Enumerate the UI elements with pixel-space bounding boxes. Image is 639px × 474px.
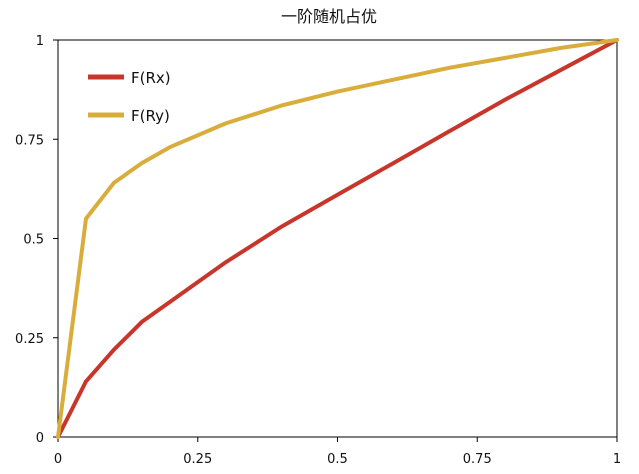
series-line-f-ry bbox=[56, 38, 619, 439]
axes bbox=[57, 39, 618, 438]
series-layer bbox=[56, 38, 619, 439]
chart-title: 一阶随机占优 bbox=[281, 7, 377, 26]
y-tick-label: 0.75 bbox=[15, 133, 44, 148]
y-tick-label: 0.25 bbox=[15, 332, 44, 347]
x-tick-label: 0.5 bbox=[327, 452, 348, 467]
y-tick-label: 1 bbox=[36, 34, 44, 49]
x-ticks: 0 0.25 0.5 0.75 1 bbox=[54, 437, 621, 467]
x-tick-label: 1 bbox=[613, 452, 621, 467]
y-tick-label: 0.5 bbox=[23, 233, 44, 248]
series-line-f-rx bbox=[56, 38, 619, 439]
plot-frame bbox=[57, 39, 618, 438]
x-tick-label: 0.75 bbox=[463, 452, 492, 467]
legend-label-f-rx: F(Rx) bbox=[131, 69, 171, 87]
legend-label-f-ry: F(Ry) bbox=[131, 107, 170, 125]
legend: F(Rx) F(Ry) bbox=[88, 69, 171, 125]
y-tick-label: 0 bbox=[36, 431, 44, 446]
y-ticks: 0 0.25 0.5 0.75 1 bbox=[15, 34, 58, 446]
x-tick-label: 0.25 bbox=[183, 452, 212, 467]
x-tick-label: 0 bbox=[54, 452, 62, 467]
